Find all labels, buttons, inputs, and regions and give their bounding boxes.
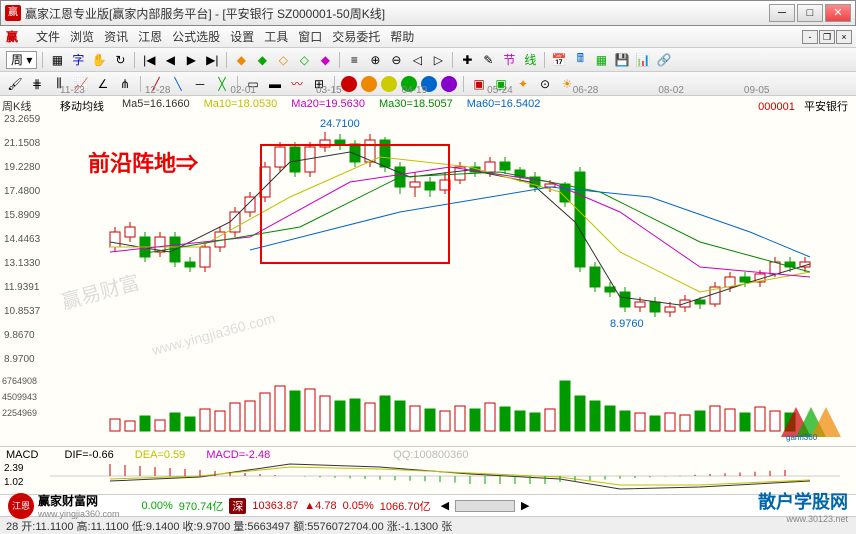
chart-icon[interactable]: 📊 xyxy=(634,51,652,69)
peak-value: 24.7100 xyxy=(320,118,360,130)
logo1-text: 赢家财富网 xyxy=(38,492,120,509)
index-change: ▲4.78 xyxy=(304,500,336,512)
menu-文件[interactable]: 文件 xyxy=(36,30,60,44)
menu-设置[interactable]: 设置 xyxy=(230,30,254,44)
left-icon[interactable]: ◁ xyxy=(408,51,426,69)
gann360-logo: gann360 xyxy=(776,402,846,442)
pct1: 0.00% xyxy=(142,500,173,512)
grid-icon[interactable]: ▦ xyxy=(592,51,610,69)
trough-value: 8.9760 xyxy=(610,318,644,330)
menu-公式选股[interactable]: 公式选股 xyxy=(172,30,220,44)
prev-icon[interactable]: ◀ xyxy=(161,51,179,69)
cross-icon[interactable]: ✚ xyxy=(458,51,476,69)
node-icon[interactable]: 节 xyxy=(500,51,518,69)
app-logo-icon: 赢 xyxy=(5,5,21,21)
line-icon[interactable]: 线 xyxy=(521,51,539,69)
logo2-url: www.30123.net xyxy=(758,514,848,524)
maximize-button[interactable]: □ xyxy=(797,4,823,22)
scroll-left-button[interactable]: ◀ xyxy=(441,499,449,512)
yingjia-logo-icon: 江恩 xyxy=(8,493,34,519)
menu-浏览[interactable]: 浏览 xyxy=(70,30,94,44)
period-selector[interactable]: 周 ▾ xyxy=(6,51,37,69)
chart-panel[interactable]: 周K线 11-2312-2802-0103-1504-1905-2406-280… xyxy=(0,96,856,446)
shen-badge: 深 xyxy=(229,498,246,514)
link-icon[interactable]: 🔗 xyxy=(655,51,673,69)
cal-icon[interactable]: 📅 xyxy=(550,51,568,69)
annotation-text: 前沿阵地⇒ xyxy=(88,146,198,178)
brush-icon[interactable]: 🖌 xyxy=(6,75,24,93)
scroll-right-button[interactable]: ▶ xyxy=(521,499,529,512)
minimize-button[interactable]: ─ xyxy=(769,4,795,22)
highlight-box xyxy=(260,144,450,264)
amt2: 1066.70亿 xyxy=(380,498,431,514)
menu-工具[interactable]: 工具 xyxy=(264,30,288,44)
menu-logo-icon: 赢 xyxy=(6,28,18,45)
diamond3-icon[interactable]: ◇ xyxy=(274,51,292,69)
close-button[interactable]: ✕ xyxy=(825,4,851,22)
window-title: 赢家江恩专业版[赢家内部服务平台] - [平安银行 SZ000001-50周K线… xyxy=(25,5,769,22)
draw-icon[interactable]: ✎ xyxy=(479,51,497,69)
amt1: 970.74亿 xyxy=(179,498,224,514)
mdi-minimize-button[interactable]: - xyxy=(802,30,818,44)
window-titlebar: 赢 赢家江恩专业版[赢家内部服务平台] - [平安银行 SZ000001-50周… xyxy=(0,0,856,26)
diamond1-icon[interactable]: ◆ xyxy=(232,51,250,69)
diamond5-icon[interactable]: ◆ xyxy=(316,51,334,69)
calc-icon[interactable]: 🖩 xyxy=(571,51,589,69)
menu-bar: 赢 文件 浏览 资讯 江恩 公式选股 设置 工具 窗口 交易委托 帮助 - ❐ … xyxy=(0,26,856,48)
next-icon[interactable]: ▶ xyxy=(182,51,200,69)
mdi-restore-button[interactable]: ❐ xyxy=(819,30,835,44)
mdi-close-button[interactable]: × xyxy=(836,30,852,44)
first-icon[interactable]: |◀ xyxy=(140,51,158,69)
date-axis: 11-2312-2802-0103-1504-1905-2406-2808-02… xyxy=(60,85,769,96)
menu-江恩[interactable]: 江恩 xyxy=(138,30,162,44)
menu-窗口[interactable]: 窗口 xyxy=(298,30,322,44)
status-text: 28 开:11.1100 高:11.1100 低:9.1400 收:9.9700… xyxy=(6,518,452,534)
volume-panel: 676490845099432254969 xyxy=(0,376,856,436)
svg-text:gann360: gann360 xyxy=(786,433,818,442)
refresh-icon[interactable]: ↻ xyxy=(111,51,129,69)
zoomin-icon[interactable]: ⊕ xyxy=(366,51,384,69)
macd-panel: MACD 2.39 1.02 DIF=-0.66 DEA=0.59 MACD=-… xyxy=(0,446,856,494)
hand-icon[interactable]: ✋ xyxy=(90,51,108,69)
right-icon[interactable]: ▷ xyxy=(429,51,447,69)
toolbar-main: 周 ▾ ▦ 字 ✋ ↻ |◀ ◀ ▶ ▶| ◆ ◆ ◇ ◇ ◆ ≡ ⊕ ⊖ ◁ … xyxy=(0,48,856,72)
price-axis: 23.265921.150819.228017.480015.890914.44… xyxy=(4,114,40,365)
diamond2-icon[interactable]: ◆ xyxy=(253,51,271,69)
menu-帮助[interactable]: 帮助 xyxy=(390,30,414,44)
lines-icon[interactable]: ≡ xyxy=(345,51,363,69)
logo-left: 江恩 赢家财富网 www.yingjia360.com xyxy=(8,492,120,519)
logo-right: 散户学股网 www.30123.net xyxy=(758,488,848,524)
status-bar: 28 开:11.1100 高:11.1100 低:9.1400 收:9.9700… xyxy=(0,516,856,534)
macd-label: MACD xyxy=(6,449,38,461)
index-value: 10363.87 xyxy=(252,500,298,512)
pct2: 0.05% xyxy=(343,500,374,512)
text-icon[interactable]: 字 xyxy=(69,51,87,69)
hash-icon[interactable]: ⋕ xyxy=(28,75,46,93)
logo2-text: 散户学股网 xyxy=(758,488,848,514)
chart-title: 周K线 xyxy=(2,98,31,114)
diamond4-icon[interactable]: ◇ xyxy=(295,51,313,69)
bottom-bar: 江恩 赢家财富网 www.yingjia360.com 0.00% 970.74… xyxy=(0,494,856,516)
menu-交易委托[interactable]: 交易委托 xyxy=(332,30,380,44)
menu-资讯[interactable]: 资讯 xyxy=(104,30,128,44)
last-icon[interactable]: ▶| xyxy=(203,51,221,69)
volume-chart xyxy=(50,376,840,436)
scrollbar[interactable] xyxy=(455,500,515,512)
zoomout-icon[interactable]: ⊖ xyxy=(387,51,405,69)
layers-icon[interactable]: ▦ xyxy=(48,51,66,69)
macd-chart xyxy=(50,459,840,493)
save-icon[interactable]: 💾 xyxy=(613,51,631,69)
